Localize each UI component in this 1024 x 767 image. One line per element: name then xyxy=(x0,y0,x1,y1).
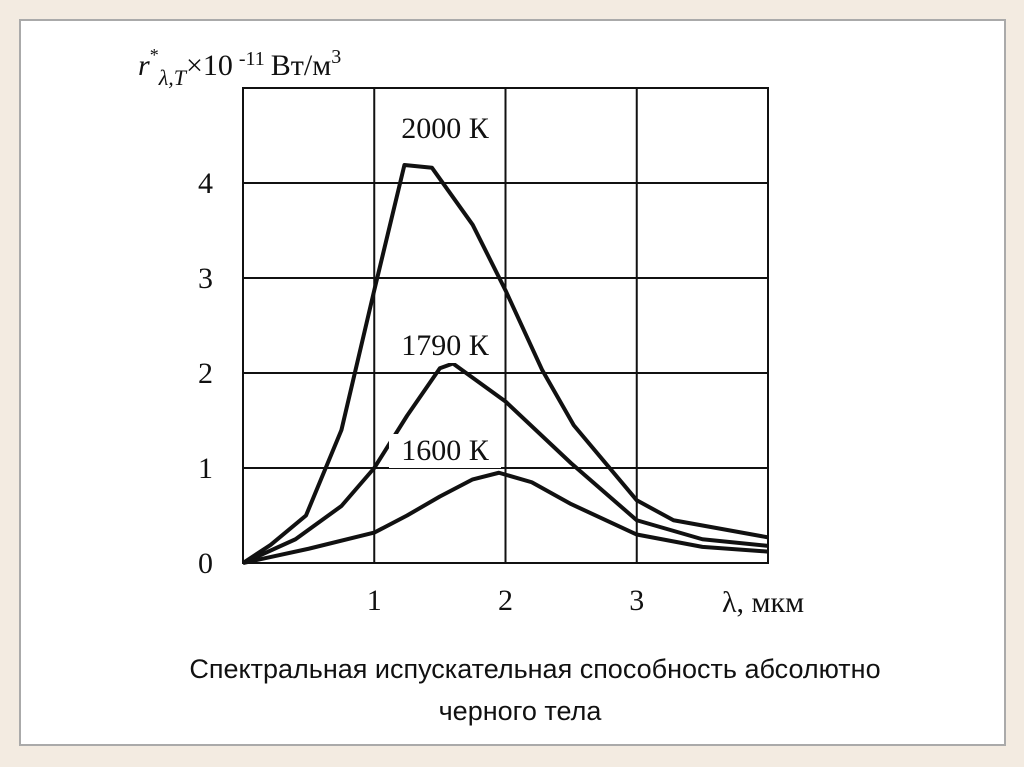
series-line xyxy=(241,162,769,565)
y-tick-label: 3 xyxy=(198,262,213,295)
x-tick-label: 2 xyxy=(498,584,513,617)
slide-panel xyxy=(19,19,1006,746)
y-tick-label: 4 xyxy=(198,167,213,200)
caption: Спектральная испускательная способность … xyxy=(189,654,880,684)
caption: черного тела xyxy=(439,696,603,726)
y-tick-label: 2 xyxy=(198,357,213,390)
x-axis-label: λ, мкм xyxy=(722,586,804,619)
y-label-part: -11 xyxy=(239,48,265,70)
y-label-part: 3 xyxy=(331,46,341,68)
y-tick-label: 1 xyxy=(198,452,213,485)
label-background xyxy=(389,112,501,146)
label-background xyxy=(389,329,501,363)
y-label-part: Вт/м xyxy=(271,49,331,82)
series-label: 1600 К xyxy=(401,434,490,467)
y-label-part: ×10 xyxy=(186,49,233,82)
x-tick-label: 3 xyxy=(629,584,644,617)
y-axis-label: r*λ,T×10 -11 Вт/м3 xyxy=(138,45,341,90)
y-label-part: r xyxy=(138,49,150,82)
series-line xyxy=(242,470,769,565)
x-tick-label: 1 xyxy=(367,584,382,617)
y-label-part: λ,T xyxy=(158,65,188,90)
y-tick-label: 0 xyxy=(198,547,213,580)
label-background xyxy=(389,434,501,468)
series-label: 1790 К xyxy=(401,329,490,362)
series-line xyxy=(242,361,769,565)
y-label-part: * xyxy=(150,45,159,65)
series-label: 2000 К xyxy=(401,112,490,145)
